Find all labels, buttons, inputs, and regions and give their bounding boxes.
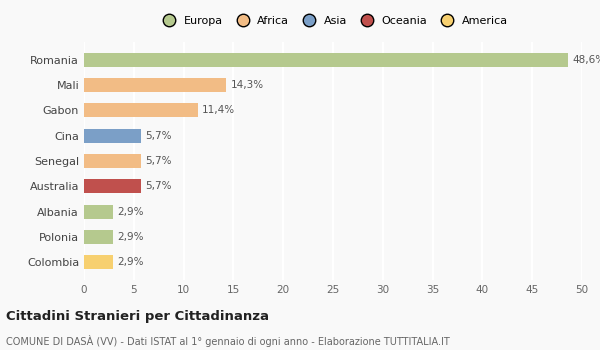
Text: 2,9%: 2,9% xyxy=(117,232,143,242)
Text: COMUNE DI DASÀ (VV) - Dati ISTAT al 1° gennaio di ogni anno - Elaborazione TUTTI: COMUNE DI DASÀ (VV) - Dati ISTAT al 1° g… xyxy=(6,335,450,347)
Legend: Europa, Africa, Asia, Oceania, America: Europa, Africa, Asia, Oceania, America xyxy=(154,12,512,31)
Text: 2,9%: 2,9% xyxy=(117,257,143,267)
Bar xyxy=(84,129,141,143)
Bar xyxy=(84,53,568,67)
Text: 14,3%: 14,3% xyxy=(230,80,263,90)
Text: Cittadini Stranieri per Cittadinanza: Cittadini Stranieri per Cittadinanza xyxy=(6,310,269,323)
Text: 5,7%: 5,7% xyxy=(145,131,171,141)
Bar xyxy=(84,205,113,218)
Bar xyxy=(84,179,141,193)
Bar xyxy=(84,104,197,117)
Text: 11,4%: 11,4% xyxy=(202,105,235,116)
Bar xyxy=(84,78,226,92)
Text: 48,6%: 48,6% xyxy=(572,55,600,65)
Text: 2,9%: 2,9% xyxy=(117,206,143,217)
Bar xyxy=(84,255,113,269)
Bar xyxy=(84,230,113,244)
Bar xyxy=(84,154,141,168)
Text: 5,7%: 5,7% xyxy=(145,156,171,166)
Text: 5,7%: 5,7% xyxy=(145,181,171,191)
